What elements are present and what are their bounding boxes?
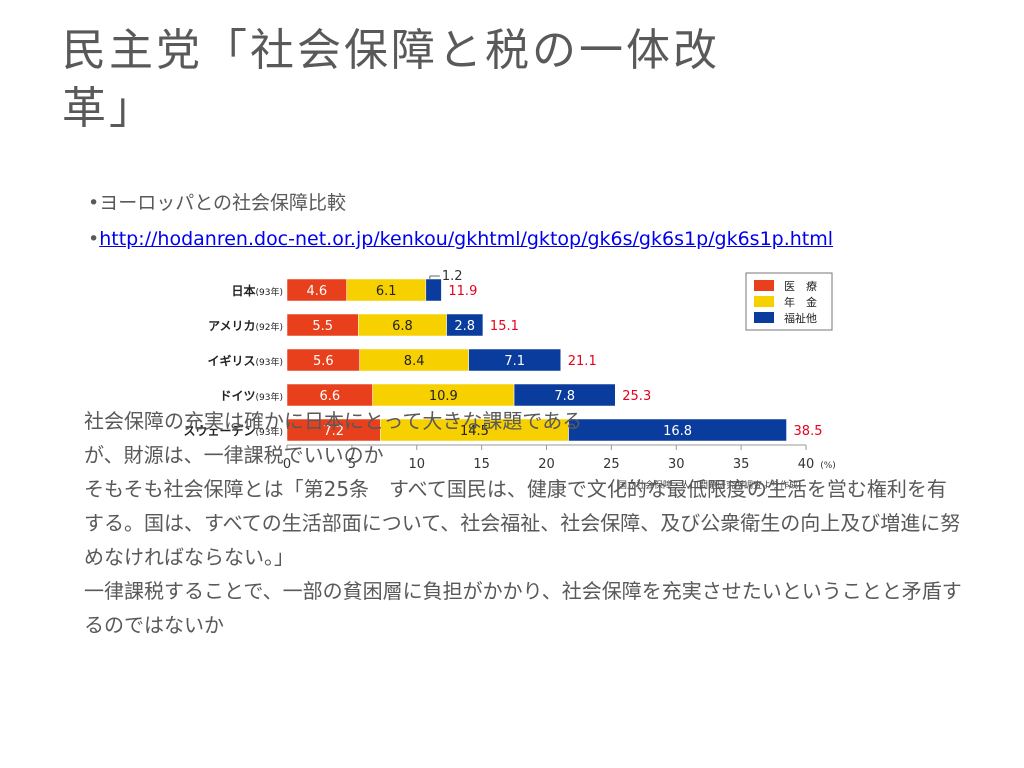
bar-value-label: 10.9 [429, 389, 458, 404]
bar-value-label: 2.8 [454, 319, 475, 334]
body-paragraph-2: そもそも社会保障とは「第25条 すべて国民は、健康で文化的な最低限度の生活を営む… [84, 477, 961, 569]
x-tick-label: 25 [603, 457, 620, 472]
title-line-1: 民主党「社会保障と税の一体改 [62, 25, 720, 76]
bar-value-label: 6.6 [319, 389, 340, 404]
bullet-item-link: •http://hodanren.doc-net.or.jp/kenkou/gk… [88, 224, 833, 260]
bar-segment [446, 313, 484, 337]
legend-label: 医 療 [784, 279, 817, 293]
category-name: スウェーデン [184, 423, 256, 438]
legend-label: 福祉他 [784, 311, 817, 325]
bar-value-label: 14.5 [460, 424, 489, 439]
bar-value-label: 7.1 [504, 354, 525, 369]
bar-total-label: 25.3 [622, 389, 651, 404]
legend-label: 年 金 [784, 295, 817, 309]
body-line-2: が、財源は、一律課税でいいのか [84, 443, 384, 467]
category-label: アメリカ(92年) [208, 319, 283, 333]
category-year: (93年) [256, 426, 283, 438]
bar-segment [468, 348, 562, 372]
x-tick-label: 35 [733, 457, 750, 472]
category-label: 日本(93年) [232, 283, 284, 298]
social-security-chart: 0 5 10 15 20 25 30 35 40 (%)4.6 6.1 11.9日本(93年)5.5 6… [184, 269, 836, 491]
category-label: ドイツ(93年) [220, 389, 284, 403]
category-name: 日本 [232, 283, 256, 298]
bar-value-label: 7.2 [323, 424, 344, 439]
category-year: (93年) [256, 391, 283, 403]
bar-value-label: 7.8 [554, 389, 575, 404]
x-tick-label: 20 [538, 457, 555, 472]
bar-total-label: 15.1 [490, 319, 519, 334]
bullet-dot: • [88, 192, 100, 214]
bar-segment [568, 418, 787, 442]
bar-total-label: 21.1 [568, 354, 597, 369]
title-line-2: 革」 [62, 83, 156, 134]
x-tick-label: 0 [283, 457, 291, 472]
category-label: スウェーデン(93年) [184, 423, 284, 438]
category-year: (93年) [256, 356, 283, 368]
body-paragraph-3: 一律課税することで、一部の貧困層に負担がかかり、社会保障を充実させたいということ… [84, 579, 962, 637]
bar-total-label: 38.5 [794, 424, 823, 439]
bullet-text: ヨーロッパとの社会保障比較 [99, 192, 347, 214]
body-text: 社会保障の充実は確かに日本にとって大きな課題である が、財源は、一律課税でいいの… [84, 404, 964, 642]
body-line-1: 社会保障の充実は確かに日本にとって大きな課題である [84, 409, 583, 433]
x-tick-label: 40 [798, 457, 815, 472]
x-tick-label: 10 [408, 457, 425, 472]
bullet-item: •ヨーロッパとの社会保障比較 [88, 188, 833, 224]
bar-value-label: 5.6 [313, 354, 334, 369]
bullet-dot: • [88, 228, 100, 250]
bar-segment [513, 383, 616, 407]
category-year: (93年) [256, 286, 283, 298]
category-name: イギリス [208, 353, 256, 368]
category-year: (92年) [256, 321, 283, 333]
callout-value-label: 1.2 [442, 269, 463, 284]
bar-value-label: 16.8 [663, 424, 692, 439]
x-tick-label: 15 [473, 457, 490, 472]
x-unit-label: (%) [820, 461, 836, 471]
bar-value-label: 6.8 [392, 319, 413, 334]
bar-segment [425, 278, 442, 302]
bar-value-label: 5.5 [312, 319, 333, 334]
x-tick-label: 5 [348, 457, 356, 472]
legend-swatch [754, 280, 774, 291]
bar-total-label: 11.9 [448, 284, 477, 299]
legend-swatch [754, 296, 774, 307]
bar-value-label: 6.1 [376, 284, 397, 299]
category-name: ドイツ [220, 389, 256, 403]
bar-value-label: 4.6 [306, 284, 327, 299]
slide-title: 民主党「社会保障と税の一体改 革」 [62, 22, 922, 138]
source-link[interactable]: http://hodanren.doc-net.or.jp/kenkou/gkh… [99, 228, 834, 250]
source-note: 国立社会保障・人口問題研究所調査より作成 [618, 479, 798, 491]
category-label: イギリス(93年) [208, 353, 284, 368]
bar-value-label: 8.4 [404, 354, 425, 369]
bullet-list: •ヨーロッパとの社会保障比較 •http://hodanren.doc-net.… [88, 188, 833, 260]
category-name: アメリカ [208, 319, 255, 333]
x-tick-label: 30 [668, 457, 685, 472]
legend-swatch [754, 312, 774, 323]
